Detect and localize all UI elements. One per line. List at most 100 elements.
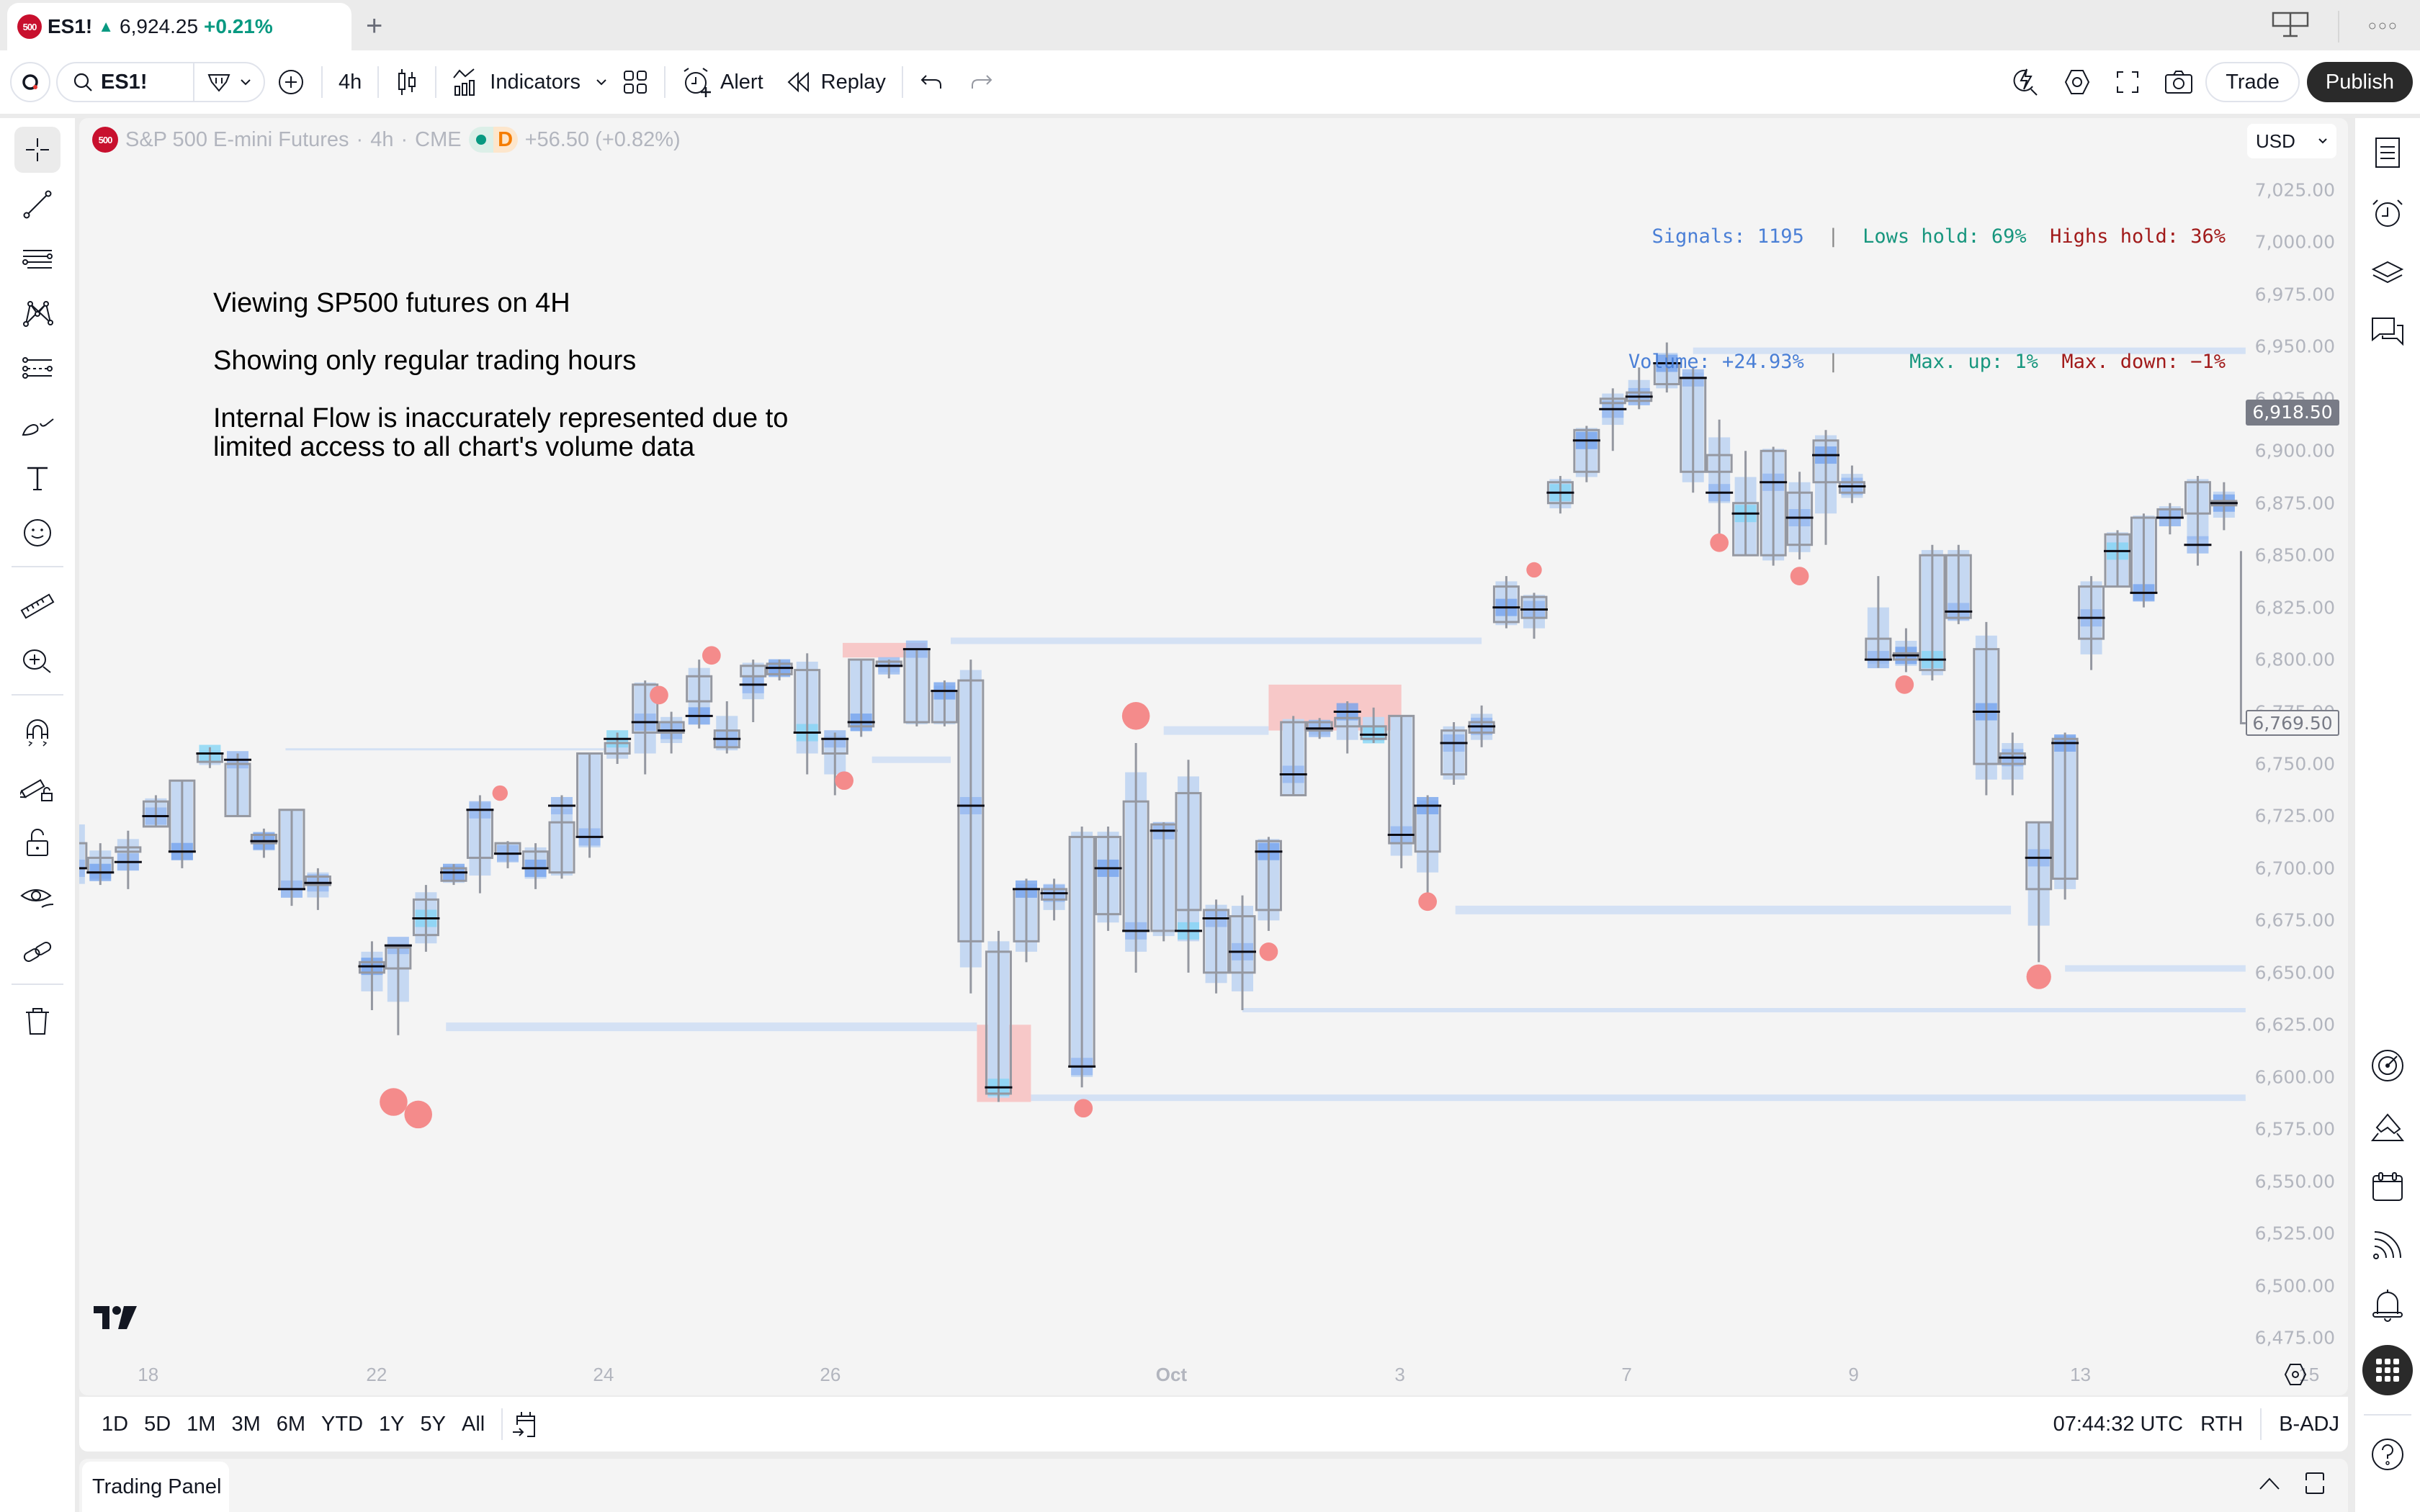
brush-tool[interactable]: [14, 400, 60, 446]
profile-button[interactable]: [10, 62, 50, 102]
screener-button[interactable]: [2365, 1043, 2411, 1089]
maximize-panel-icon[interactable]: [2302, 1470, 2328, 1496]
compare-symbol-button[interactable]: [265, 60, 317, 104]
range-1m[interactable]: 1M: [187, 1412, 216, 1436]
time-label: 26: [820, 1364, 841, 1385]
snapshot-button[interactable]: [2152, 60, 2205, 104]
symbol-search[interactable]: ES1!: [56, 62, 265, 102]
price-axis[interactable]: 7,025.007,000.006,975.006,950.006,925.00…: [2246, 118, 2348, 1395]
candle-body: [385, 946, 412, 970]
range-ytd[interactable]: YTD: [321, 1412, 364, 1436]
crosshair-tool[interactable]: [14, 127, 60, 173]
alert-button[interactable]: Alert: [670, 60, 775, 104]
trading-panel-tab[interactable]: Trading Panel: [82, 1462, 229, 1512]
last-price-tag: 6,918.50: [2246, 399, 2339, 426]
annotation-text[interactable]: Showing only regular trading hours: [213, 346, 637, 376]
indicator-templates-dropdown[interactable]: [592, 60, 611, 104]
time-axis[interactable]: 18222426Oct37913151721232729Nov5711: [79, 1356, 2319, 1395]
magnet-tool[interactable]: [14, 710, 60, 756]
divider: [435, 66, 437, 98]
lock-all-tool[interactable]: [14, 819, 60, 865]
calendar-button[interactable]: [2365, 1164, 2411, 1210]
notifications-button[interactable]: [2365, 1282, 2411, 1328]
annotation-text[interactable]: limited access to all chart's volume dat…: [213, 432, 695, 462]
signal-dot: [1418, 892, 1437, 912]
object-tree-button[interactable]: [2365, 251, 2411, 297]
range-1d[interactable]: 1D: [102, 1412, 129, 1436]
search-input[interactable]: ES1!: [101, 70, 148, 94]
measure-tool[interactable]: [14, 583, 60, 629]
currency-selector[interactable]: USD: [2247, 124, 2336, 158]
clock[interactable]: 07:44:32 UTC: [2053, 1412, 2184, 1436]
layout-grid-button[interactable]: [611, 60, 660, 104]
chats-button[interactable]: [2365, 308, 2411, 354]
ideas-button[interactable]: [2365, 1104, 2411, 1151]
divider: [2337, 10, 2339, 42]
lightning-search-icon: [2013, 68, 2038, 96]
candle-body: [740, 665, 767, 678]
tradingview-logo[interactable]: [92, 1303, 138, 1332]
eye-icon: [20, 889, 54, 908]
support-level-line: [951, 637, 1482, 644]
range-1y[interactable]: 1Y: [379, 1412, 405, 1436]
fib-tool[interactable]: [14, 236, 60, 282]
publish-button[interactable]: Publish: [2306, 62, 2413, 102]
indicators-button[interactable]: Indicators: [441, 60, 592, 104]
redo-button[interactable]: [956, 60, 1005, 104]
range-6m[interactable]: 6M: [276, 1412, 306, 1436]
fullscreen-button[interactable]: [2103, 60, 2152, 104]
alerts-button[interactable]: [2365, 190, 2411, 236]
text-tool[interactable]: [14, 455, 60, 501]
unlock-icon: [27, 829, 48, 856]
chevron-up-icon[interactable]: [2257, 1475, 2282, 1492]
market-status-badge[interactable]: D: [468, 127, 518, 153]
more-icon[interactable]: ○○○: [2367, 18, 2398, 34]
watchlist-button[interactable]: [2365, 130, 2411, 176]
undo-button[interactable]: [908, 60, 956, 104]
candle-body: [1945, 554, 1972, 619]
chart-pane[interactable]: 500 S&P 500 E-mini Futures · 4h · CME D …: [79, 118, 2348, 1395]
help-button[interactable]: [2365, 1431, 2411, 1477]
session-toggle[interactable]: RTH: [2200, 1412, 2244, 1436]
chart-type-button[interactable]: [383, 60, 431, 104]
lock-drawings-tool[interactable]: [14, 765, 60, 811]
price-chart[interactable]: [79, 118, 2246, 1356]
range-3m[interactable]: 3M: [231, 1412, 261, 1436]
quick-search-button[interactable]: [1999, 60, 2051, 104]
legend-title: S&P 500 E-mini Futures: [125, 127, 349, 151]
volume-profile: [79, 824, 85, 884]
text-icon: [27, 467, 48, 490]
link-tool[interactable]: [14, 929, 60, 975]
emoji-tool[interactable]: [14, 510, 60, 556]
new-tab-button[interactable]: +: [366, 10, 383, 42]
range-5y[interactable]: 5Y: [420, 1412, 447, 1436]
contract-type-dropdown[interactable]: [194, 63, 264, 101]
axis-settings-icon[interactable]: [2283, 1362, 2308, 1387]
candle-body: [1229, 915, 1256, 974]
trade-button[interactable]: Trade: [2205, 62, 2300, 102]
interval-button[interactable]: 4h: [339, 70, 362, 94]
range-5d[interactable]: 5D: [144, 1412, 171, 1436]
price-label: 6,875.00: [2254, 492, 2335, 514]
pattern-tool[interactable]: [14, 291, 60, 337]
range-all[interactable]: All: [462, 1412, 485, 1436]
replay-button[interactable]: Replay: [775, 60, 897, 104]
chart-tab[interactable]: 500 ES1! ▲ 6,924.25 +0.21%: [7, 3, 351, 50]
news-stream-button[interactable]: [2365, 1223, 2411, 1269]
go-to-date-button[interactable]: [511, 1409, 540, 1439]
layout-icon[interactable]: [2272, 10, 2309, 42]
price-label: 7,025.00: [2254, 179, 2335, 201]
annotation-text[interactable]: Viewing SP500 futures on 4H: [213, 288, 570, 318]
annotation-text[interactable]: Internal Flow is inaccurately represente…: [213, 403, 789, 433]
candle-body: [957, 679, 985, 942]
remove-drawings-button[interactable]: [14, 998, 60, 1044]
zoom-in-tool[interactable]: [14, 638, 60, 684]
forecasting-tool[interactable]: [14, 346, 60, 392]
apps-button[interactable]: [2362, 1345, 2413, 1395]
hide-tool[interactable]: [14, 874, 60, 920]
adjustment-toggle[interactable]: B-ADJ: [2279, 1412, 2339, 1436]
signal-dot: [380, 1088, 408, 1116]
trend-line-tool[interactable]: [14, 181, 60, 228]
settings-button[interactable]: [2051, 60, 2103, 104]
series-legend[interactable]: 500 S&P 500 E-mini Futures · 4h · CME D …: [92, 127, 681, 153]
